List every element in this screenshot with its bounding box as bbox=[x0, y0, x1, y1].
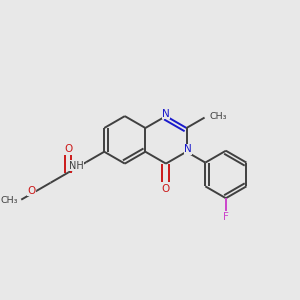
Text: F: F bbox=[223, 212, 229, 222]
Text: O: O bbox=[27, 186, 35, 196]
Text: NH: NH bbox=[69, 160, 84, 171]
Text: O: O bbox=[162, 184, 170, 194]
Text: O: O bbox=[64, 144, 72, 154]
Text: CH₃: CH₃ bbox=[210, 112, 227, 121]
Text: N: N bbox=[184, 144, 192, 154]
Text: CH₃: CH₃ bbox=[1, 196, 18, 205]
Text: N: N bbox=[162, 109, 170, 119]
